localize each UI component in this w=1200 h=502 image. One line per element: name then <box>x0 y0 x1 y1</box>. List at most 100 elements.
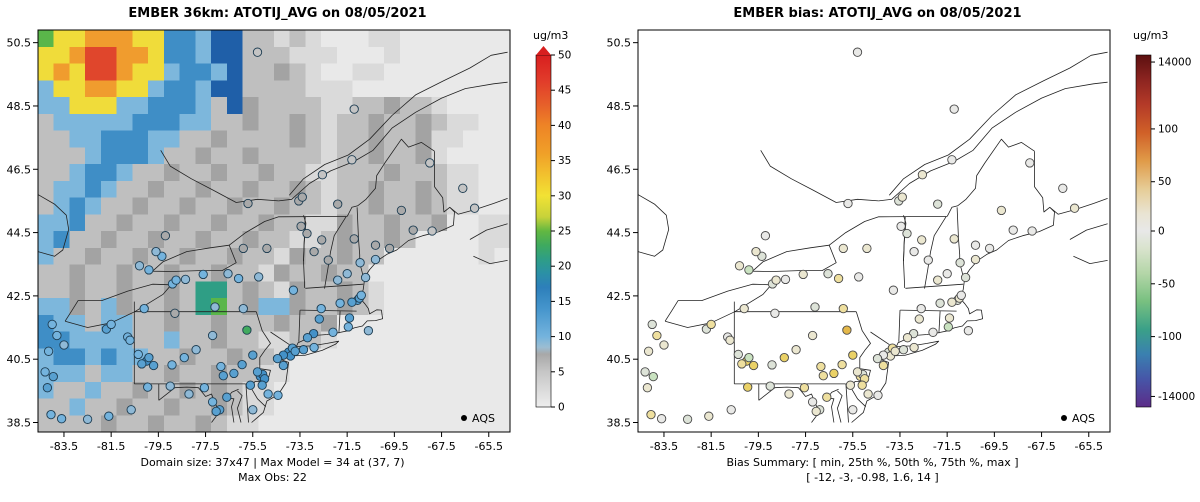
station-dot <box>104 411 114 421</box>
bias-caption-line-2: [ -12, -3, -0.98, 1.6, 14 ] <box>806 471 939 484</box>
station-dot <box>943 322 953 332</box>
aqs-legend: AQS <box>1061 412 1095 425</box>
station-dot <box>984 243 995 254</box>
station-dot <box>739 303 749 314</box>
station-dot <box>842 325 852 335</box>
station-dot <box>956 290 966 300</box>
x-tick-label: -77.5 <box>791 440 819 453</box>
station-dot <box>862 243 872 254</box>
station-dot <box>648 371 658 382</box>
model-panel-title: EMBER 36km: ATOTIJ_AVG on 08/05/2021 <box>128 6 427 21</box>
plot-frame <box>637 29 1111 433</box>
station-dot <box>360 272 371 283</box>
station-dot <box>784 389 794 399</box>
station-dot <box>144 352 154 363</box>
y-tick-label: 42.5 <box>7 290 32 303</box>
station-dot <box>223 269 233 279</box>
station-dot <box>933 199 943 209</box>
station-dot <box>845 380 856 390</box>
station-dots-layer <box>640 47 1080 424</box>
station-dot <box>1008 225 1018 235</box>
station-dot <box>928 327 938 337</box>
station-dot <box>133 349 143 360</box>
station-dot <box>317 235 327 245</box>
station-dot <box>838 303 848 314</box>
station-dot <box>218 371 228 381</box>
station-dot <box>737 359 747 369</box>
station-dot <box>857 380 867 390</box>
aqs-legend-label: AQS <box>472 412 495 425</box>
x-tick-label: -77.5 <box>191 440 219 453</box>
colorbar-tick-label: 30 <box>558 190 571 202</box>
station-dot <box>42 383 53 393</box>
station-dot <box>106 319 116 330</box>
station-dot <box>165 381 175 391</box>
station-dot <box>343 322 353 332</box>
station-dot <box>347 297 357 307</box>
station-dot <box>52 330 62 341</box>
station-dot <box>640 367 650 377</box>
station-dot <box>248 405 258 415</box>
station-dot <box>935 298 945 308</box>
x-tick-label: -75.5 <box>839 440 867 453</box>
aqs-legend: AQS <box>461 412 495 425</box>
map-layers <box>638 30 1110 432</box>
station-dot <box>780 274 791 285</box>
station-dot <box>363 326 374 336</box>
station-dot <box>878 360 889 371</box>
model-caption-line-1: Domain size: 37x47 | Max Model = 34 at (… <box>140 456 405 469</box>
station-dot <box>917 170 928 180</box>
x-tick-label: -73.5 <box>286 440 314 453</box>
station-dot <box>302 228 312 239</box>
y-tick-label: 46.5 <box>7 163 32 176</box>
station-dot <box>947 297 957 307</box>
colorbar-tick-label: 5 <box>558 366 565 378</box>
station-dot <box>652 330 662 341</box>
station-dot <box>646 409 656 420</box>
station-dot <box>810 302 820 312</box>
colorbar: 14000 100 50 0 -50 -100 -14000 ug/m3 <box>1133 29 1195 408</box>
x-tick-label: -69.5 <box>980 440 1008 453</box>
station-dot <box>970 254 981 265</box>
station-dot <box>171 275 181 285</box>
station-dot <box>816 361 826 372</box>
station-dot <box>46 409 56 420</box>
station-dot <box>238 303 248 314</box>
station-dot <box>252 47 263 57</box>
station-dot <box>160 231 171 241</box>
station-dot <box>947 155 957 165</box>
colorbar-tick-label: 50 <box>1158 176 1171 188</box>
station-dot <box>134 261 145 271</box>
station-dot <box>725 335 735 345</box>
x-tick-label: -81.5 <box>697 440 725 453</box>
station-dot <box>909 342 919 353</box>
station-dot <box>733 349 743 360</box>
station-dot <box>144 265 154 275</box>
colorbar-tick-label: 40 <box>558 120 571 132</box>
x-tick-label: -79.5 <box>144 440 172 453</box>
station-dot <box>396 205 407 216</box>
station-dot <box>355 258 365 268</box>
station-dot <box>656 414 667 424</box>
station-dot <box>408 225 418 235</box>
station-dot <box>970 240 981 250</box>
bias-caption-line-1: Bias Summary: [ min, 25th %, 50th %, 75t… <box>726 456 1019 469</box>
model-caption-line-2: Max Obs: 22 <box>238 471 307 484</box>
station-dot <box>469 203 480 213</box>
station-dot <box>902 333 913 343</box>
x-tick-label: -67.5 <box>1027 440 1055 453</box>
station-dot <box>942 269 952 279</box>
station-dot <box>1025 158 1035 168</box>
station-dot <box>914 314 924 324</box>
station-dot <box>643 346 654 356</box>
y-tick-label: 40.5 <box>607 353 632 366</box>
colorbar-tick-label: -50 <box>1158 278 1175 290</box>
station-dot <box>909 246 919 257</box>
station-dot <box>807 330 818 341</box>
station-dot <box>59 340 69 350</box>
station-dot <box>949 104 959 114</box>
y-tick-label: 40.5 <box>7 353 32 366</box>
colorbar-tick-label: 10 <box>558 331 571 343</box>
aqs-legend-label: AQS <box>1072 412 1095 425</box>
station-dot <box>316 303 326 314</box>
